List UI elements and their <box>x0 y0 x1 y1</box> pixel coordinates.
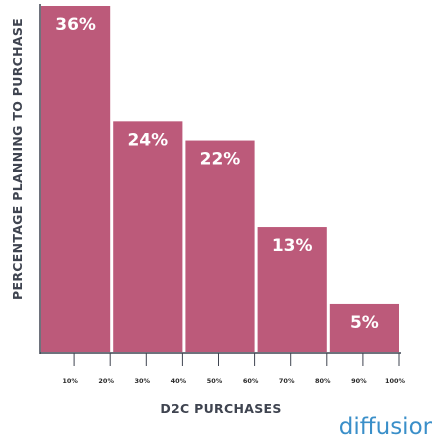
bar-value-label-3: 22% <box>200 150 241 170</box>
x-tick-label-7: 70% <box>279 377 295 385</box>
x-tick-label-9: 90% <box>351 377 367 385</box>
diffusion-logo: diffusion <box>339 414 432 440</box>
bar-2 <box>113 121 183 352</box>
y-axis-title: PERCENTAGE PLANNING TO PURCHASE <box>10 18 25 300</box>
x-tick-label-5: 50% <box>207 377 223 385</box>
x-tick-label-1: 10% <box>62 377 78 385</box>
x-tick-label-8: 80% <box>315 377 331 385</box>
x-tick-group <box>73 353 400 366</box>
bar-5 <box>329 303 399 352</box>
x-tick-label-2: 20% <box>98 377 114 385</box>
x-tick-label-group: 10% 20% 30% 40% 50% 60% 70% 80% 90% 100% <box>62 377 405 385</box>
x-tick-label-6: 60% <box>243 377 259 385</box>
x-tick-label-10: 100% <box>385 377 406 385</box>
bar-group <box>41 6 399 352</box>
bar-4 <box>257 227 327 352</box>
bar-value-label-1: 36% <box>55 15 96 35</box>
bar-value-label-2: 24% <box>127 130 168 150</box>
bar-1 <box>41 6 111 352</box>
bar-3 <box>185 140 255 352</box>
x-tick-label-3: 30% <box>135 377 151 385</box>
x-axis-title: D2C PURCHASES <box>160 401 281 416</box>
bar-value-label-4: 13% <box>272 236 313 256</box>
bar-value-label-5: 5% <box>350 313 379 333</box>
x-tick-label-4: 40% <box>171 377 187 385</box>
bar-label-group: 36% 24% 22% 13% 5% <box>55 15 379 333</box>
